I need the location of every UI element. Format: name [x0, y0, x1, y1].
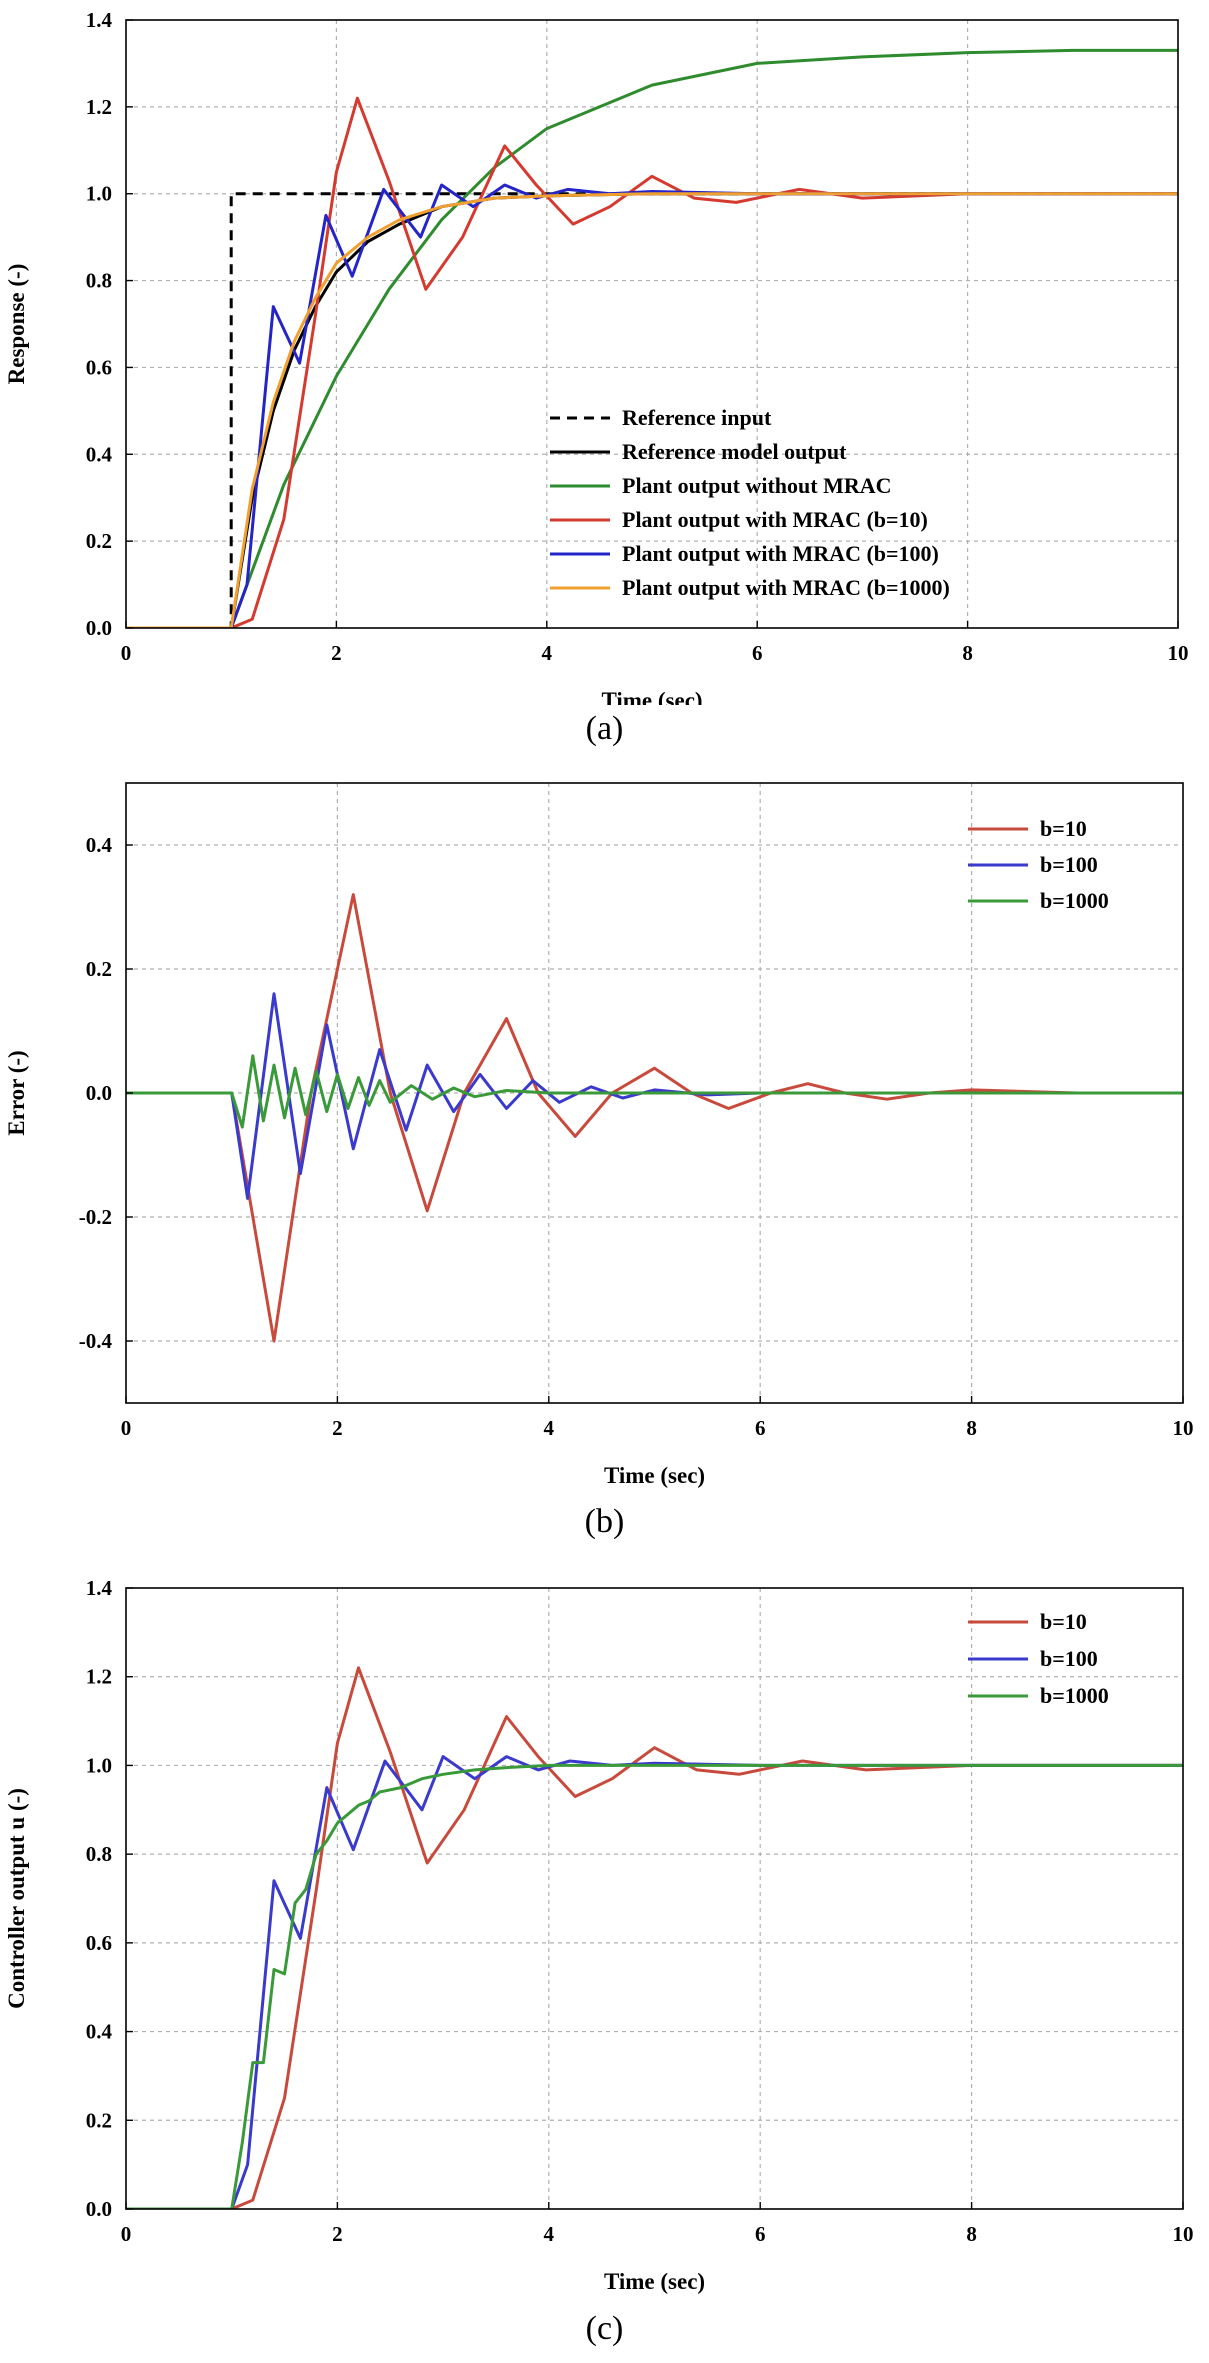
legend-label: b=100: [1040, 852, 1098, 877]
y-tick-label: 1.0: [86, 1753, 112, 1777]
x-tick-label: 10: [1173, 1416, 1194, 1440]
y-tick-label: 0.0: [86, 2197, 112, 2221]
chart-b-svg: 0 2 4 6 8 10 -0.4 -0.2 0.0 0.2 0.4 Time (sec) Error …: [4, 782, 1194, 1488]
y-tick-label: 1.2: [86, 95, 112, 119]
series-line-c-3: [126, 1763, 1183, 2209]
series-line-c-1: [126, 1666, 1183, 2209]
series-group-c: [126, 1666, 1183, 2209]
legend-label: b=1000: [1040, 888, 1109, 913]
x-tick-label: 0: [121, 1416, 132, 1440]
x-tick-label: 2: [332, 2222, 343, 2246]
ticks-a: 0 2 4 6 8 10 0.0 0.2 0.4 0.6 0.8 1.0 1.2 1.4: [86, 8, 1189, 665]
y-tick-label: 0.8: [86, 1842, 112, 1866]
x-tick-label: 2: [331, 641, 342, 665]
series-line-b-3: [126, 1054, 1183, 1129]
ticks-b: 0 2 4 6 8 10 -0.4 -0.2 0.0 0.2 0.4: [79, 833, 1194, 1440]
series-group-b: [126, 893, 1183, 1343]
chart-panel-c: 0 2 4 6 8 10 0.0 0.2 0.4 0.6 0.8 1.0 1.2 1.4 Time (sec…: [0, 1570, 1209, 2363]
x-tick-label: 6: [755, 1416, 766, 1440]
legend-b: b=10 b=100 b=1000: [968, 816, 1109, 913]
y-tick-label: 0.4: [86, 442, 113, 466]
legend-label: b=10: [1040, 816, 1087, 841]
x-tick-label: 0: [121, 641, 132, 665]
series-line-c-2: [126, 1755, 1183, 2209]
legend-label: Reference model output: [622, 439, 847, 464]
y-tick-label: -0.2: [79, 1205, 112, 1229]
x-tick-label: 8: [966, 2222, 977, 2246]
x-tick-label: 4: [544, 2222, 555, 2246]
legend-label: Plant output with MRAC (b=100): [622, 541, 939, 566]
legend-label: b=1000: [1040, 1683, 1109, 1708]
legend-label: Reference input: [622, 405, 772, 430]
y-tick-label: 0.8: [86, 269, 112, 293]
chart-a-svg: 0 2 4 6 8 10 0.0 0.2 0.4 0.6 0.8 1.0 1.2 1.4 Time (sec…: [4, 8, 1189, 705]
x-tick-label: 0: [121, 2222, 132, 2246]
legend-label: b=100: [1040, 1646, 1098, 1671]
series-group-a: [126, 48, 1178, 628]
plot-frame-a: [125, 19, 1179, 629]
y-tick-label: 0.2: [86, 2108, 112, 2132]
x-tick-label: 8: [966, 1416, 977, 1440]
legend-c: b=10 b=100 b=1000: [968, 1609, 1109, 1708]
panel-caption-c: (c): [585, 2310, 624, 2347]
legend-label: Plant output with MRAC (b=1000): [622, 575, 950, 600]
chart-panel-a: 0 2 4 6 8 10 0.0 0.2 0.4 0.6 0.8 1.0 1.2 1.4 Time (sec…: [0, 0, 1209, 760]
y-axis-label-c: Controller output u (-): [4, 1788, 29, 2009]
y-tick-label: 0.6: [86, 1931, 112, 1955]
x-tick-label: 6: [752, 641, 763, 665]
y-tick-label: 0.2: [86, 957, 112, 981]
y-tick-label: 0.0: [86, 1081, 112, 1105]
y-tick-label: 0.2: [86, 529, 112, 553]
y-tick-label: 0.0: [86, 616, 112, 640]
y-tick-label: 1.2: [86, 1665, 112, 1689]
grid-c: [126, 1588, 1183, 2209]
series-line-a-5: [126, 183, 1178, 628]
y-tick-label: 1.4: [86, 8, 113, 32]
y-axis-label-a: Response (-): [4, 264, 29, 385]
legend-label: b=10: [1040, 1609, 1087, 1634]
panel-caption-a: (a): [585, 710, 624, 747]
y-tick-label: -0.4: [79, 1329, 113, 1353]
x-tick-label: 10: [1173, 2222, 1194, 2246]
plot-frame-c: [125, 1587, 1184, 2210]
chart-c-svg: 0 2 4 6 8 10 0.0 0.2 0.4 0.6 0.8 1.0 1.2 1.4 Time (sec…: [4, 1576, 1194, 2294]
y-axis-label-b: Error (-): [4, 1050, 29, 1135]
series-line-a-6: [126, 192, 1178, 628]
x-tick-label: 10: [1168, 641, 1189, 665]
x-axis-label-c: Time (sec): [604, 2269, 705, 2294]
y-tick-label: 0.6: [86, 355, 112, 379]
panel-caption-b: (b): [584, 1503, 625, 1540]
chart-panel-b: 0 2 4 6 8 10 -0.4 -0.2 0.0 0.2 0.4 Time (sec) Error …: [0, 765, 1209, 1555]
ticks-c: 0 2 4 6 8 10 0.0 0.2 0.4 0.6 0.8 1.0 1.2 1.4: [86, 1576, 1194, 2246]
y-tick-label: 1.4: [86, 1576, 113, 1600]
y-tick-label: 1.0: [86, 182, 112, 206]
x-tick-label: 4: [542, 641, 553, 665]
y-tick-label: 0.4: [86, 2020, 113, 2044]
legend-a: Reference input Reference model output Pla…: [550, 405, 950, 600]
legend-label: Plant output without MRAC: [622, 473, 892, 498]
grid-a: [126, 20, 1178, 628]
x-tick-label: 4: [544, 1416, 555, 1440]
x-tick-label: 6: [755, 2222, 766, 2246]
x-tick-label: 8: [962, 641, 973, 665]
series-line-b-2: [126, 992, 1183, 1200]
x-axis-label-b: Time (sec): [604, 1463, 705, 1488]
legend-label: Plant output with MRAC (b=10): [622, 507, 928, 532]
x-tick-label: 2: [332, 1416, 343, 1440]
x-axis-label-a: Time (sec): [601, 688, 702, 705]
y-tick-label: 0.4: [86, 833, 113, 857]
